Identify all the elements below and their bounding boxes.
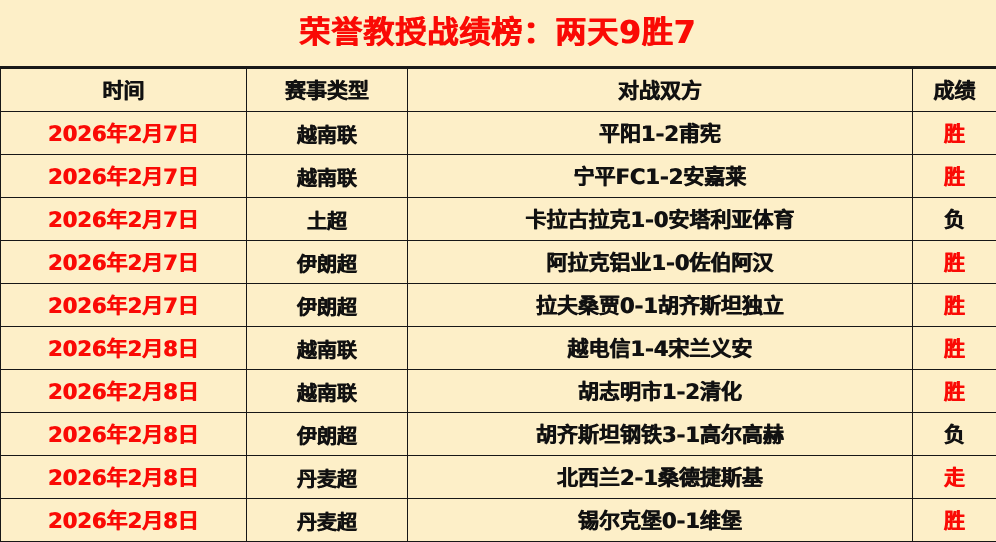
column-header-league: 赛事类型: [247, 69, 408, 112]
cell-time: 2026年2月8日: [1, 413, 247, 456]
cell-result: 胜: [913, 155, 996, 198]
cell-match: 宁平FC1-2安嘉莱: [408, 155, 913, 198]
cell-match: 胡齐斯坦钢铁3-1高尔高赫: [408, 413, 913, 456]
table-row: 2026年2月7日伊朗超阿拉克铝业1-0佐伯阿汉胜: [1, 241, 996, 284]
cell-match: 锡尔克堡0-1维堡: [408, 499, 913, 542]
cell-result: 负: [913, 198, 996, 241]
table-row: 2026年2月8日丹麦超锡尔克堡0-1维堡胜: [1, 499, 996, 542]
table-row: 2026年2月7日伊朗超拉夫桑贾0-1胡齐斯坦独立胜: [1, 284, 996, 327]
cell-match: 胡志明市1-2清化: [408, 370, 913, 413]
page-title: 荣誉教授战绩榜：两天9胜7: [299, 18, 696, 49]
cell-league: 越南联: [247, 155, 408, 198]
table-row: 2026年2月7日土超卡拉古拉克1-0安塔利亚体育负: [1, 198, 996, 241]
cell-result: 胜: [913, 241, 996, 284]
cell-league: 土超: [247, 198, 408, 241]
cell-league: 越南联: [247, 327, 408, 370]
column-header-result: 成绩: [913, 69, 996, 112]
cell-time: 2026年2月7日: [1, 198, 247, 241]
cell-time: 2026年2月8日: [1, 499, 247, 542]
cell-time: 2026年2月7日: [1, 112, 247, 155]
cell-result: 走: [913, 456, 996, 499]
cell-time: 2026年2月7日: [1, 284, 247, 327]
cell-match: 越电信1-4宋兰义安: [408, 327, 913, 370]
cell-time: 2026年2月8日: [1, 370, 247, 413]
cell-time: 2026年2月7日: [1, 155, 247, 198]
cell-match: 平阳1-2甫宪: [408, 112, 913, 155]
cell-league: 丹麦超: [247, 499, 408, 542]
cell-result: 胜: [913, 112, 996, 155]
cell-time: 2026年2月8日: [1, 327, 247, 370]
cell-result: 胜: [913, 327, 996, 370]
cell-match: 北西兰2-1桑德捷斯基: [408, 456, 913, 499]
cell-time: 2026年2月8日: [1, 456, 247, 499]
table-header-row: 时间 赛事类型 对战双方 成绩: [1, 69, 996, 112]
cell-league: 越南联: [247, 112, 408, 155]
title-bar: 荣誉教授战绩榜：两天9胜7: [0, 0, 996, 68]
cell-league: 越南联: [247, 370, 408, 413]
table-row: 2026年2月8日丹麦超北西兰2-1桑德捷斯基走: [1, 456, 996, 499]
cell-match: 阿拉克铝业1-0佐伯阿汉: [408, 241, 913, 284]
cell-league: 伊朗超: [247, 284, 408, 327]
cell-league: 丹麦超: [247, 456, 408, 499]
table-row: 2026年2月8日伊朗超胡齐斯坦钢铁3-1高尔高赫负: [1, 413, 996, 456]
table-row: 2026年2月7日越南联平阳1-2甫宪胜: [1, 112, 996, 155]
table-row: 2026年2月8日越南联越电信1-4宋兰义安胜: [1, 327, 996, 370]
column-header-match: 对战双方: [408, 69, 913, 112]
cell-time: 2026年2月7日: [1, 241, 247, 284]
column-header-time: 时间: [1, 69, 247, 112]
table-header: 时间 赛事类型 对战双方 成绩: [1, 69, 996, 112]
table-row: 2026年2月7日越南联宁平FC1-2安嘉莱胜: [1, 155, 996, 198]
cell-league: 伊朗超: [247, 413, 408, 456]
cell-match: 拉夫桑贾0-1胡齐斯坦独立: [408, 284, 913, 327]
cell-result: 负: [913, 413, 996, 456]
cell-result: 胜: [913, 284, 996, 327]
cell-result: 胜: [913, 499, 996, 542]
table-row: 2026年2月8日越南联胡志明市1-2清化胜: [1, 370, 996, 413]
cell-match: 卡拉古拉克1-0安塔利亚体育: [408, 198, 913, 241]
cell-league: 伊朗超: [247, 241, 408, 284]
cell-result: 胜: [913, 370, 996, 413]
